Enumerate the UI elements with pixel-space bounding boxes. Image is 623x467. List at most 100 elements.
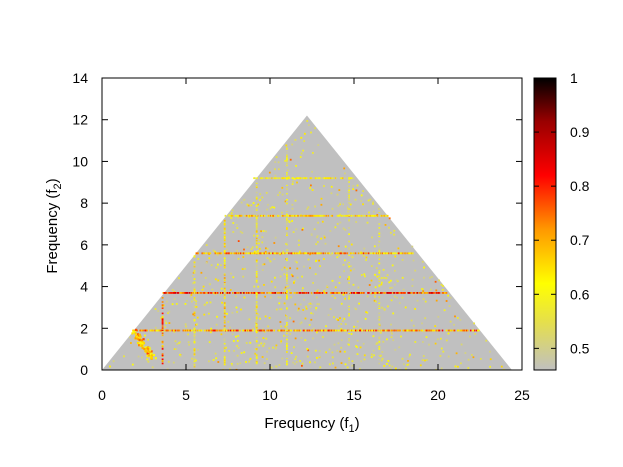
heat-cell bbox=[256, 177, 258, 180]
heat-cell bbox=[295, 214, 297, 217]
heat-cell bbox=[448, 329, 451, 332]
heat-cell bbox=[263, 368, 266, 370]
heat-cell bbox=[346, 252, 349, 255]
heat-cell bbox=[230, 217, 233, 219]
heat-cell bbox=[223, 280, 226, 282]
heat-cell bbox=[282, 252, 284, 255]
y-tick-label: 14 bbox=[72, 70, 88, 86]
heat-cell bbox=[319, 177, 322, 180]
heat-cell bbox=[223, 351, 226, 353]
heat-cell bbox=[310, 214, 312, 217]
heat-cell bbox=[295, 355, 297, 358]
heat-cell bbox=[272, 214, 274, 217]
heat-cell bbox=[227, 252, 230, 255]
heat-cell bbox=[187, 333, 189, 336]
heat-cell bbox=[223, 354, 226, 356]
heat-cell bbox=[386, 214, 389, 217]
heat-cell bbox=[388, 329, 390, 332]
heat-cell bbox=[319, 265, 321, 267]
heat-cell bbox=[372, 292, 374, 294]
heat-cell bbox=[296, 329, 299, 332]
heat-cell bbox=[213, 329, 216, 332]
heat-cell bbox=[179, 292, 182, 294]
heat-cell bbox=[123, 355, 125, 358]
heat-cell bbox=[365, 252, 368, 255]
heat-cell bbox=[264, 315, 267, 318]
heat-cell bbox=[286, 335, 288, 338]
heat-cell bbox=[460, 343, 463, 346]
heat-cell bbox=[306, 214, 308, 217]
heat-cell bbox=[418, 292, 421, 294]
heat-cell bbox=[317, 177, 320, 180]
heat-cell bbox=[220, 333, 223, 336]
heat-cell bbox=[405, 329, 407, 332]
heat-cell bbox=[348, 308, 350, 311]
heat-cell bbox=[338, 189, 341, 191]
heat-cell bbox=[286, 147, 288, 150]
heat-cell bbox=[378, 324, 381, 326]
heat-cell bbox=[277, 194, 280, 196]
heat-cell bbox=[375, 267, 378, 270]
heat-cell bbox=[320, 197, 323, 200]
heat-cell bbox=[216, 254, 219, 257]
heat-cell bbox=[208, 257, 211, 260]
heat-cell bbox=[331, 351, 334, 354]
heat-cell bbox=[348, 272, 350, 274]
heat-cell bbox=[161, 345, 164, 347]
heat-cell bbox=[307, 349, 310, 352]
heat-cell bbox=[192, 292, 195, 294]
heat-cell bbox=[394, 255, 397, 258]
heat-cell bbox=[286, 351, 288, 353]
heat-cell bbox=[364, 275, 366, 278]
heat-cell bbox=[269, 207, 272, 210]
heat-cell bbox=[214, 252, 217, 255]
heat-cell bbox=[401, 292, 403, 294]
heat-cell bbox=[305, 305, 307, 308]
heat-cell bbox=[277, 329, 279, 332]
heat-cell bbox=[223, 234, 226, 236]
heat-cell bbox=[149, 349, 152, 352]
heat-cell bbox=[348, 229, 350, 231]
heat-cell bbox=[223, 264, 226, 267]
heat-cell bbox=[412, 259, 415, 262]
heat-cell bbox=[343, 292, 346, 294]
heat-cell bbox=[193, 318, 196, 321]
heat-cell bbox=[278, 214, 280, 217]
heat-cell bbox=[422, 298, 425, 300]
heat-cell bbox=[325, 177, 328, 180]
heat-cell bbox=[283, 273, 286, 276]
heat-cell bbox=[352, 188, 355, 190]
heat-cell bbox=[286, 362, 288, 365]
heat-cell bbox=[336, 193, 339, 196]
heat-cell bbox=[280, 308, 283, 311]
heat-cell bbox=[357, 286, 360, 289]
heat-cell bbox=[356, 353, 359, 355]
heat-cell bbox=[378, 328, 381, 330]
heat-cell bbox=[314, 329, 317, 332]
heat-cell bbox=[378, 280, 381, 282]
heat-cell bbox=[289, 317, 291, 319]
heat-cell bbox=[457, 329, 460, 332]
heat-cell bbox=[241, 268, 244, 270]
heat-cell bbox=[369, 198, 372, 201]
heat-cell bbox=[359, 252, 362, 255]
heat-cell bbox=[240, 201, 243, 204]
heat-cell bbox=[223, 297, 226, 299]
heat-cell bbox=[302, 214, 304, 217]
heat-cell bbox=[227, 292, 229, 294]
heat-cell bbox=[359, 292, 361, 294]
heat-cell bbox=[279, 253, 282, 256]
heat-cell bbox=[389, 292, 391, 294]
y-tick-label: 6 bbox=[80, 237, 88, 253]
heat-cell bbox=[428, 292, 431, 294]
heat-cell bbox=[400, 252, 402, 255]
heat-cell bbox=[277, 296, 280, 299]
heat-cell bbox=[317, 292, 320, 294]
ridge-line-9 bbox=[286, 146, 288, 366]
heat-cell bbox=[286, 280, 288, 282]
heat-cell bbox=[260, 292, 262, 294]
heat-cell bbox=[223, 313, 226, 316]
heat-cell bbox=[319, 366, 322, 369]
heat-cell bbox=[162, 304, 165, 307]
heat-cell bbox=[301, 364, 303, 367]
